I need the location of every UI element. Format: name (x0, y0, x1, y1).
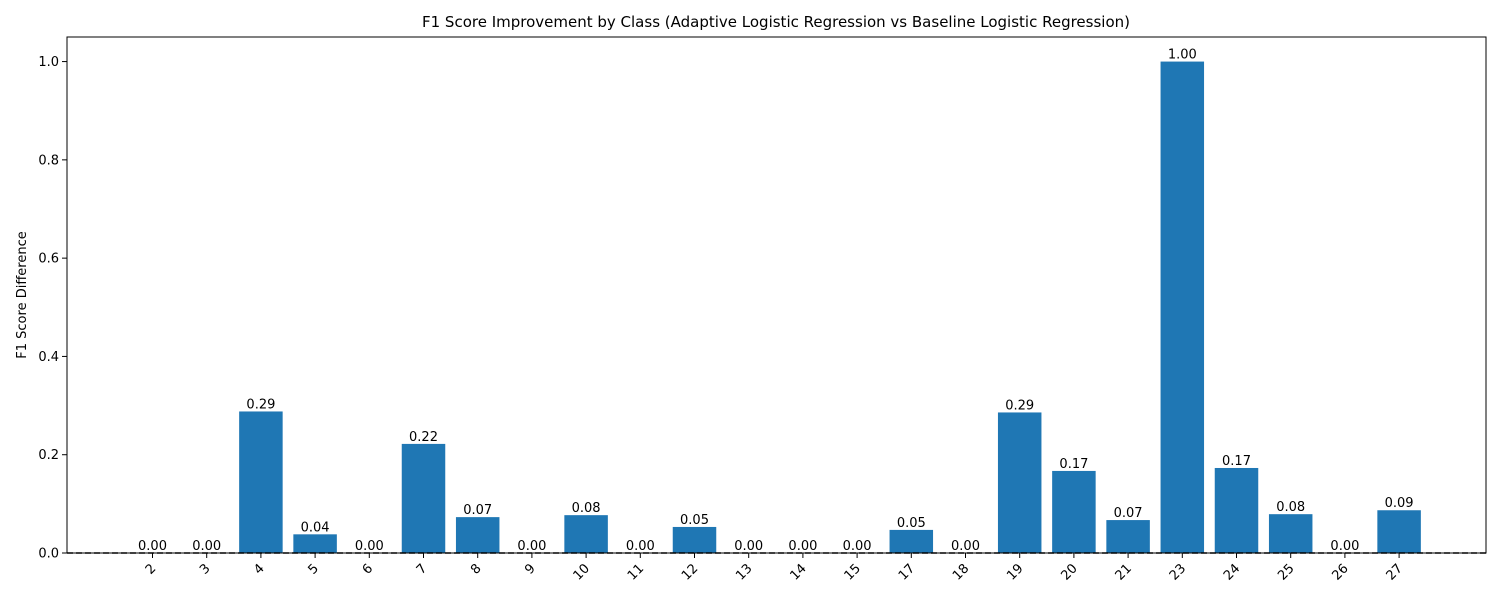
data-label-11: 0.00 (626, 539, 655, 554)
data-label-14: 0.00 (788, 539, 817, 554)
data-label-3: 0.00 (192, 539, 221, 554)
bar-4 (239, 411, 283, 553)
data-label-27: 0.09 (1385, 496, 1414, 511)
x-tick-label-26: 26 (1329, 561, 1351, 583)
data-label-26: 0.00 (1330, 539, 1359, 554)
x-tick-label-9: 9 (522, 561, 538, 577)
bar-20 (1052, 471, 1096, 553)
x-tick-label-6: 6 (360, 561, 376, 577)
x-tick-label-10: 10 (571, 561, 593, 583)
bar-10 (564, 515, 608, 553)
data-label-12: 0.05 (680, 513, 709, 528)
data-label-19: 0.29 (1005, 398, 1034, 413)
data-label-4: 0.29 (246, 397, 275, 412)
x-tick-label-23: 23 (1167, 561, 1189, 583)
y-tick-label-2: 0.4 (38, 350, 59, 365)
y-tick-label-0: 0.0 (38, 547, 59, 562)
data-label-6: 0.00 (355, 539, 384, 554)
bar-7 (402, 444, 446, 553)
bar-27 (1377, 510, 1421, 553)
bar-17 (890, 530, 934, 553)
x-tick-label-11: 11 (625, 561, 647, 583)
x-tick-label-2: 2 (143, 561, 159, 577)
bar-5 (293, 534, 337, 553)
data-label-13: 0.00 (734, 539, 763, 554)
y-tick-label-4: 0.8 (38, 153, 59, 168)
data-label-10: 0.08 (572, 501, 601, 516)
y-tick-label-3: 0.6 (38, 252, 59, 267)
data-label-9: 0.00 (517, 539, 546, 554)
y-tick-label-5: 1.0 (38, 55, 59, 70)
x-tick-label-20: 20 (1058, 561, 1080, 583)
bar-19 (998, 412, 1041, 553)
chart-title: F1 Score Improvement by Class (Adaptive … (422, 13, 1130, 31)
x-tick-label-25: 25 (1275, 561, 1297, 583)
x-tick-label-21: 21 (1113, 561, 1135, 583)
x-tick-label-19: 19 (1004, 561, 1026, 583)
x-tick-label-12: 12 (679, 561, 701, 583)
y-tick-label-1: 0.2 (38, 448, 59, 463)
data-label-15: 0.00 (843, 539, 872, 554)
x-tick-label-13: 13 (733, 561, 755, 583)
data-label-21: 0.07 (1114, 506, 1143, 521)
x-tick-label-17: 17 (896, 561, 918, 583)
bar-24 (1215, 468, 1259, 553)
x-tick-label-5: 5 (305, 561, 321, 577)
bar-23 (1161, 62, 1205, 553)
bar-21 (1106, 520, 1150, 553)
bar-8 (456, 517, 500, 553)
x-tick-label-4: 4 (251, 561, 267, 577)
x-tick-label-7: 7 (414, 561, 430, 577)
x-tick-label-24: 24 (1221, 561, 1243, 583)
data-label-24: 0.17 (1222, 454, 1251, 469)
bar-25 (1269, 514, 1313, 553)
x-tick-label-14: 14 (787, 561, 809, 583)
plot-area: 0.00 0.000.290.040.000.220.070.000.080.00… (38, 37, 1486, 584)
data-label-20: 0.17 (1059, 457, 1088, 472)
data-label-7: 0.22 (409, 430, 438, 445)
x-tick-label-8: 8 (468, 561, 484, 577)
x-tick-label-18: 18 (950, 561, 972, 583)
y-axis-label: F1 Score Difference (15, 231, 30, 358)
data-label-23: 1.00 (1168, 48, 1197, 63)
x-tick-label-3: 3 (197, 561, 213, 577)
data-label-25: 0.08 (1276, 500, 1305, 515)
x-tick-label-27: 27 (1384, 561, 1406, 583)
x-tick-label-15: 15 (842, 561, 864, 583)
data-label-8: 0.07 (463, 503, 492, 518)
data-label-17: 0.05 (897, 516, 926, 531)
data-label-2: 0.00 (138, 539, 167, 554)
data-label-18: 0.00 (951, 539, 980, 554)
bar-12 (673, 527, 717, 553)
data-label-5: 0.04 (301, 520, 330, 535)
